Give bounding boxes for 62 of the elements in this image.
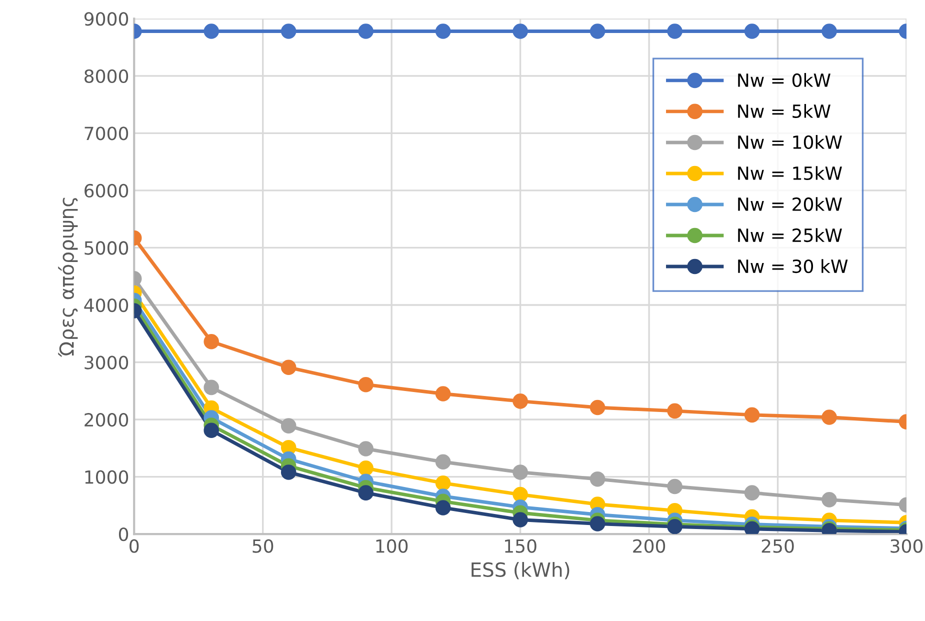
point — [590, 516, 606, 532]
y-tick-label: 7000 — [84, 126, 128, 140]
point — [744, 485, 760, 500]
legend-label: Nw = 0kW — [738, 73, 830, 88]
y-tick-label: 0 — [118, 528, 128, 542]
point — [280, 360, 296, 376]
point — [204, 380, 219, 396]
y-tick-label: 4000 — [84, 298, 128, 312]
point — [280, 24, 296, 39]
point — [744, 24, 760, 39]
point — [512, 464, 528, 480]
point — [512, 24, 528, 39]
point — [204, 24, 219, 39]
x-tick-label: 50 — [252, 539, 274, 553]
y-tick-label: 5000 — [84, 241, 128, 255]
point — [590, 471, 606, 487]
point — [822, 492, 837, 508]
legend-label: Nw = 10kW — [738, 135, 842, 150]
point — [435, 386, 451, 402]
point — [667, 403, 682, 419]
legend-label: Nw = 25kW — [738, 228, 842, 242]
point — [667, 478, 682, 494]
y-tick-label: 3000 — [84, 356, 128, 370]
x-tick-label: 0 — [130, 539, 139, 553]
point — [822, 24, 837, 39]
y-axis-title: Ώρες απόρριψης — [58, 198, 78, 358]
x-axis-title: ESS (kWh) — [472, 562, 570, 580]
point — [435, 24, 451, 39]
point — [667, 24, 682, 39]
point — [358, 376, 374, 392]
legend-label: Nw = 15kW — [738, 166, 842, 180]
point — [435, 454, 451, 470]
point — [822, 410, 837, 425]
point — [280, 464, 296, 480]
point — [358, 485, 374, 500]
point — [590, 400, 606, 416]
point — [358, 460, 374, 476]
point — [204, 422, 219, 438]
point — [358, 24, 374, 39]
point — [358, 441, 374, 456]
y-tick-label: 1000 — [85, 470, 128, 484]
y-tick-label: 9000 — [84, 12, 128, 26]
legend-label: Nw = 30 kW — [738, 259, 848, 274]
y-tick-label: 8000 — [84, 69, 128, 84]
point — [204, 334, 219, 350]
point — [435, 475, 451, 491]
point — [744, 407, 760, 423]
point — [280, 418, 296, 434]
point — [512, 486, 528, 502]
point — [590, 24, 606, 39]
point — [512, 394, 528, 409]
y-tick-label: 2000 — [84, 412, 128, 427]
point — [512, 512, 528, 528]
legend-label: Nw = 20kW — [738, 197, 842, 212]
y-tick-label: 6000 — [84, 184, 128, 198]
x-tick-label: 100 — [376, 539, 408, 553]
legend-label: Nw = 5kW — [738, 104, 830, 118]
x-tick-label: 150 — [505, 539, 536, 553]
x-tick-label: 200 — [633, 539, 666, 553]
x-tick-label: 250 — [762, 539, 794, 553]
point — [435, 500, 451, 516]
x-tick-label: 300 — [890, 539, 923, 553]
